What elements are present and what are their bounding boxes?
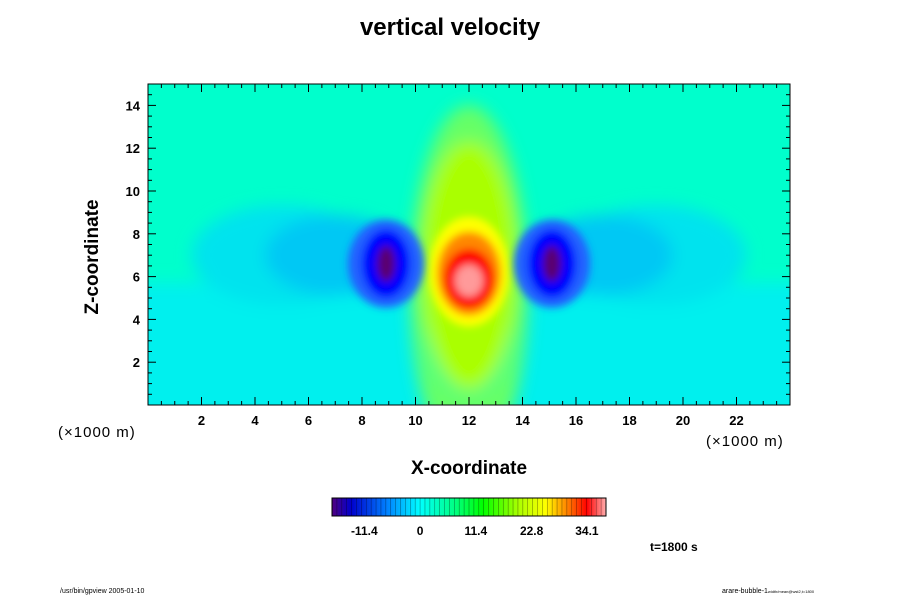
y-unit-label: (×1000 m) <box>58 424 136 441</box>
x-tick-label: 8 <box>358 413 365 428</box>
colorbar-tick-label: 11.4 <box>464 524 487 538</box>
colorbar-ticks: -11.4 0 11.4 22.8 34.1 <box>351 524 599 538</box>
y-tick-label: 8 <box>133 227 140 242</box>
downdraft-1 <box>348 219 425 308</box>
updraft-core <box>429 216 509 327</box>
x-tick-label: 6 <box>305 413 312 428</box>
x-tick-label: 20 <box>676 413 690 428</box>
colorbar-tick-label: -11.4 <box>351 524 378 538</box>
x-tick-label: 2 <box>198 413 205 428</box>
velocity-field <box>148 84 790 405</box>
x-tick-label: 22 <box>729 413 743 428</box>
footer-source-main: arare-bubble-1 <box>722 588 768 595</box>
y-tick-label: 10 <box>126 184 140 199</box>
time-label: t=1800 s <box>650 540 698 554</box>
footer-source: arare-bubble-1width/mean@wst2,t=1800 <box>722 588 814 595</box>
x-tick-label: 12 <box>462 413 476 428</box>
x-tick-label: 10 <box>408 413 422 428</box>
chart-title: vertical velocity <box>359 14 541 41</box>
x-unit-label: (×1000 m) <box>706 433 784 450</box>
colorbar: -11.4 0 11.4 22.8 34.1 <box>331 497 607 538</box>
y-axis-label: Z-coordinate <box>82 199 103 315</box>
colorbar-stripes <box>336 498 602 516</box>
footer-command: /usr/bin/gpview 2005-01-10 <box>60 588 145 595</box>
y-tick-label: 12 <box>126 141 140 156</box>
x-tick-label: 14 <box>515 413 530 428</box>
y-tick-label: 2 <box>133 355 140 370</box>
downdraft-2 <box>513 219 590 308</box>
updraft-peak <box>455 264 483 297</box>
x-axis-label: X-coordinate <box>410 458 528 479</box>
y-tick-label: 4 <box>133 312 141 327</box>
x-tick-label: 4 <box>251 413 259 428</box>
footer-source-sub: width/mean@wst2,t=1800 <box>767 589 815 594</box>
y-tick-label: 14 <box>126 98 141 113</box>
colorbar-tick-label: 34.1 <box>575 524 599 538</box>
y-tick-label: 6 <box>133 270 140 285</box>
x-tick-label: 18 <box>622 413 636 428</box>
colorbar-bar <box>331 497 607 517</box>
colorbar-tick-label: 22.8 <box>520 524 544 538</box>
downdraft-peak <box>542 245 561 282</box>
axis-ticks <box>147 83 791 406</box>
colorbar-tick-label: 0 <box>417 524 424 538</box>
downdraft-peak <box>377 245 396 282</box>
x-tick-label: 16 <box>569 413 583 428</box>
